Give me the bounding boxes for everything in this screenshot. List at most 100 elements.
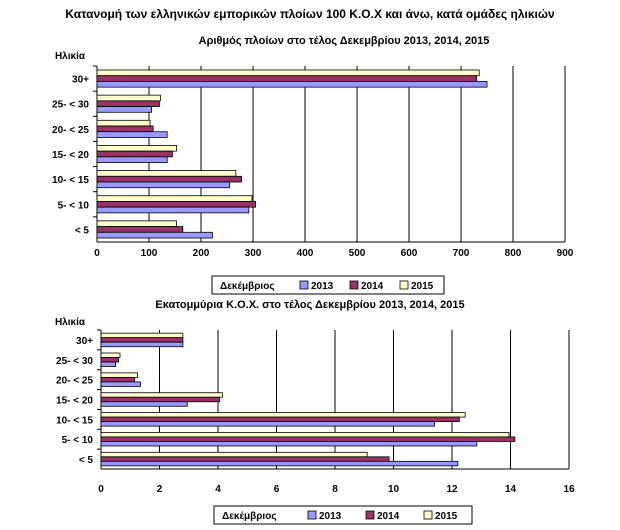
grt-bar-2013: [100, 361, 117, 367]
ships-x-tick-label: 700: [453, 248, 470, 259]
ships-x-tick-label: 800: [505, 248, 522, 259]
ships-bar-2013: [96, 106, 152, 113]
ships-legend-label-2015: 2015: [411, 281, 434, 292]
grt-legend-label-2013: 2013: [319, 511, 342, 522]
grt-bar-2014: [100, 456, 390, 462]
ships-x-tick-label: 100: [141, 248, 158, 259]
grt-category-label: 20- < 25: [56, 376, 93, 387]
grt-bar-2015: [100, 352, 121, 358]
ships-legend-title: Δεκέμβριος: [220, 281, 275, 292]
ships-y-axis-label: Ηλικία: [55, 51, 86, 62]
ships-bar-2015: [96, 220, 177, 227]
grt-bar-2014: [100, 436, 516, 442]
grt-bar-2015: [100, 412, 466, 418]
ships-bar-2015: [96, 170, 237, 177]
grt-bar-2014: [100, 376, 136, 383]
ships-bar-2015: [96, 145, 177, 152]
ships-bar-2015: [96, 69, 480, 77]
ships-x-tick-label: 300: [245, 248, 262, 259]
grt-bar-2015: [100, 392, 223, 398]
grt-legend: Δεκέμβριος 2013 2014 2015: [213, 505, 473, 525]
grt-bar-2014: [100, 357, 119, 363]
ships-bar-2015: [96, 94, 161, 102]
grt-bar-2013: [100, 441, 478, 447]
grt-legend-label-2015: 2015: [435, 511, 458, 522]
ships-category-label: 25- < 30: [52, 100, 89, 111]
ships-category-label: < 5: [75, 225, 90, 236]
ships-bar-2013: [96, 156, 168, 163]
ships-bar-2014: [96, 150, 173, 158]
chart-million-grt: Εκατομμύρια Κ.Ο.Χ. στο τέλος Δεκεμβρίου …: [55, 299, 575, 525]
grt-bar-2013: [100, 421, 435, 427]
ships-legend-label-2013: 2013: [311, 281, 334, 292]
ships-legend-label-2014: 2014: [361, 281, 384, 292]
grt-category-label: 10- < 15: [56, 415, 93, 426]
grt-legend-swatch-2014: [365, 510, 375, 520]
grt-legend-title: Δεκέμβριος: [222, 511, 277, 522]
ships-x-tick-label: 900: [557, 248, 574, 259]
ships-category-label: 30+: [72, 75, 89, 86]
ships-bar-2013: [96, 131, 168, 138]
grt-bar-2013: [100, 381, 141, 387]
grt-legend-label-2014: 2014: [377, 511, 400, 522]
main-title: Κατανομή των ελληνικών εμπορικών πλοίων …: [65, 7, 555, 21]
ships-bar-2015: [96, 119, 151, 127]
grt-category-label: 25- < 30: [56, 356, 93, 367]
grt-bar-2013: [100, 401, 188, 407]
grt-x-tick-label: 4: [215, 484, 221, 495]
ships-legend: Δεκέμβριος 2013 2014 2015: [211, 275, 445, 295]
grt-bar-2015: [100, 372, 138, 378]
ships-bar-2013: [96, 206, 250, 214]
grt-x-tick-label: 6: [274, 484, 280, 495]
grt-legend-box: [213, 505, 473, 525]
grt-x-tick-label: 0: [98, 484, 104, 495]
grt-bar-2014: [100, 396, 220, 403]
ships-x-tick-label: 200: [193, 248, 210, 259]
grt-legend-swatch-2015: [423, 510, 433, 520]
grt-legend-swatch-2013: [307, 510, 317, 520]
grt-x-tick-label: 2: [157, 484, 163, 495]
ships-category-label: 10- < 15: [52, 175, 89, 186]
ships-bar-2014: [96, 100, 160, 107]
ships-x-tick-label: 400: [297, 248, 314, 259]
grt-category-label: 15- < 20: [56, 396, 93, 407]
grt-chart-title: Εκατομμύρια Κ.Ο.Χ. στο τέλος Δεκεμβρίου …: [155, 299, 464, 311]
ships-bar-2014: [96, 226, 184, 233]
grt-x-tick-label: 14: [505, 484, 517, 495]
grt-bar-2013: [100, 341, 184, 348]
grt-bar-2015: [100, 451, 368, 458]
ships-x-tick-label: 0: [94, 248, 100, 259]
chart-number-of-ships: Αριθμός πλοίων στο τέλος Δεκεμβρίου 2013…: [52, 35, 574, 295]
grt-y-axis-label: Ηλικία: [55, 317, 86, 328]
ships-legend-box: [211, 275, 445, 295]
grt-x-tick-label: 12: [446, 484, 458, 495]
ships-legend-swatch-2013: [299, 280, 309, 290]
ships-category-label: 5- < 10: [58, 200, 90, 211]
ships-chart-title: Αριθμός πλοίων στο τέλος Δεκεμβρίου 2013…: [199, 35, 490, 47]
ships-x-tick-label: 500: [349, 248, 366, 259]
ships-bar-2015: [96, 195, 253, 202]
ships-bar-2013: [96, 181, 231, 189]
ships-bar-2014: [96, 125, 154, 133]
grt-category-label: 5- < 10: [62, 435, 94, 446]
ships-bar-2013: [96, 231, 213, 239]
ships-x-tick-label: 600: [401, 248, 418, 259]
grt-bar-2014: [100, 337, 184, 343]
ships-category-label: 20- < 25: [52, 125, 89, 136]
grt-x-tick-label: 16: [563, 484, 575, 495]
ships-bar-2014: [96, 175, 242, 183]
grt-bar-2015: [100, 432, 510, 438]
ships-legend-swatch-2015: [399, 280, 409, 290]
grt-category-label: < 5: [79, 455, 94, 466]
grt-x-tick-label: 8: [332, 484, 338, 495]
ships-legend-swatch-2014: [349, 280, 359, 290]
ships-bar-2014: [96, 201, 257, 208]
ships-category-label: 15- < 20: [52, 150, 89, 161]
grt-bar-2013: [100, 460, 459, 467]
grt-x-tick-label: 10: [388, 484, 400, 495]
grt-bar-2015: [100, 332, 184, 339]
grt-category-label: 30+: [76, 336, 93, 347]
ships-bar-2014: [96, 75, 478, 82]
ships-bar-2013: [96, 81, 488, 88]
grt-bar-2014: [100, 416, 460, 423]
